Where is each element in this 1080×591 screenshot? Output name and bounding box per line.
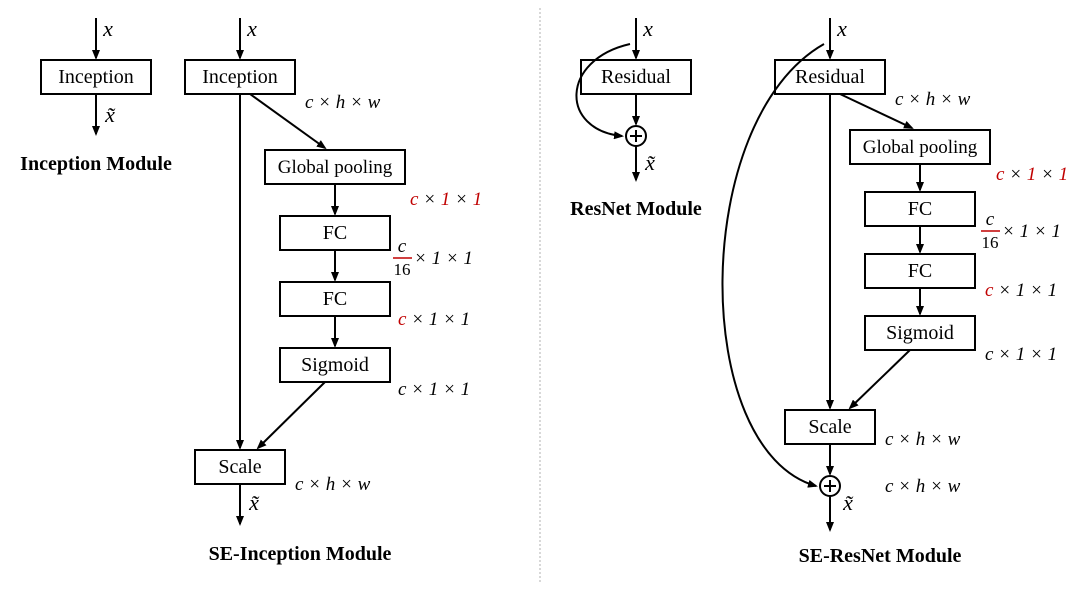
caption: Inception Module [20,153,172,175]
dim-label: c × h × w [305,92,381,113]
dim-label: c × h × w [885,476,961,497]
inception-label: Inception [202,66,278,88]
svg-text:16: 16 [982,233,999,252]
svg-text:c: c [986,209,995,230]
svg-text:c: c [398,236,407,257]
dim-label: c × 1 × 1 [996,164,1068,185]
dim-label: c × h × w [885,429,961,450]
dim-label: c × 1 × 1 [410,189,482,210]
svg-text:16: 16 [394,260,411,279]
dim-label-fc1: c 16 × 1 × 1 [981,209,1061,252]
sigmoid-label: Sigmoid [301,354,369,376]
dim-label: c × h × w [895,89,971,110]
scale-label: Scale [218,456,261,478]
arrow [850,350,910,408]
global-pooling-label: Global pooling [863,137,978,158]
dim-label-fc1: c 16 × 1 × 1 [393,236,473,279]
output-var: x̃ [842,490,853,515]
se-inception-module: x Inception c × h × w Global pooling c ×… [185,16,482,565]
dim-label: c × 1 × 1 [398,379,470,400]
global-pooling-label: Global pooling [278,157,393,178]
fc2-label: FC [323,288,347,310]
se-resnet-module: x Residual c × h × w Global pooling c × … [722,16,1068,567]
inception-module: x Inception x̃ Inception Module [20,16,172,175]
input-var: x [836,16,847,41]
input-var: x [102,16,113,41]
scale-label: Scale [808,416,851,438]
caption: SE-Inception Module [209,543,392,565]
input-var: x [246,16,257,41]
sigmoid-label: Sigmoid [886,322,954,344]
fc2-label: FC [908,260,932,282]
svg-text:× 1 × 1: × 1 × 1 [414,248,473,269]
residual-label: Residual [795,66,865,88]
fc1-label: FC [908,198,932,220]
inception-label: Inception [58,66,134,88]
output-var: x̃ [644,150,655,175]
resnet-module: x Residual x̃ ResNet Module [570,16,702,220]
dim-label: c × 1 × 1 [398,309,470,330]
output-var: x̃ [104,102,115,127]
input-var: x [642,16,653,41]
dim-label: c × 1 × 1 [985,280,1057,301]
caption: ResNet Module [570,198,702,220]
arrow [258,382,325,448]
caption: SE-ResNet Module [799,545,962,567]
dim-label: c × 1 × 1 [985,344,1057,365]
fc1-label: FC [323,222,347,244]
residual-label: Residual [601,66,671,88]
dim-label: c × h × w [295,474,371,495]
output-var: x̃ [248,490,259,515]
svg-text:× 1 × 1: × 1 × 1 [1002,221,1061,242]
